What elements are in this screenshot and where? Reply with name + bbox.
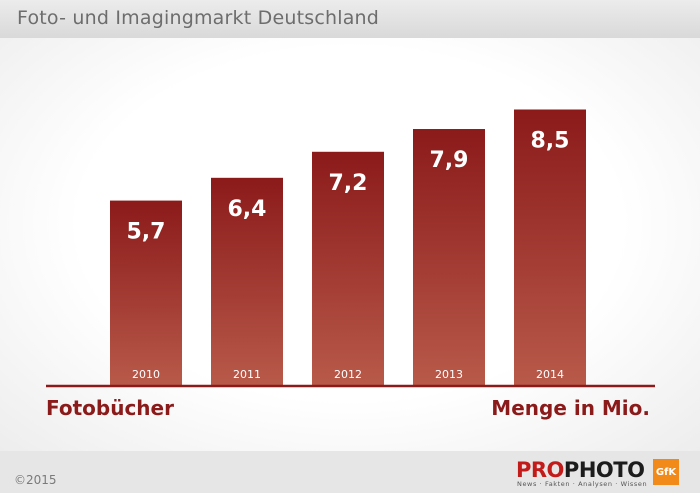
bar-2010 (110, 200, 182, 386)
bar-2013 (413, 129, 485, 387)
value-label-2010: 5,7 (127, 220, 166, 245)
category-label-2011: 2011 (233, 368, 261, 381)
bar-2014 (514, 109, 586, 386)
category-label-2014: 2014 (536, 368, 564, 381)
category-label-2013: 2013 (435, 368, 463, 381)
bar-2011 (211, 177, 283, 386)
logo-photo-text: PHOTO (563, 458, 645, 482)
value-label-2013: 7,9 (430, 148, 469, 173)
value-label-2014: 8,5 (531, 129, 570, 154)
copyright-text: ©2015 (14, 473, 57, 487)
logo-tagline: News · Fakten · Analysen · Wissen (517, 480, 648, 488)
footer-bar (0, 451, 700, 493)
category-label-2010: 2010 (132, 368, 160, 381)
unit-label: Menge in Mio. (491, 396, 650, 420)
value-label-2012: 7,2 (329, 171, 368, 196)
value-label-2011: 6,4 (228, 197, 267, 222)
category-label-2012: 2012 (334, 368, 362, 381)
gfk-logo: GfK (653, 459, 679, 485)
header-bar: Foto- und Imagingmarkt Deutschland (0, 0, 700, 38)
logo-pro-text: PRO (516, 458, 564, 482)
series-label: Fotobücher (46, 396, 174, 420)
bar-2012 (312, 151, 384, 386)
prophoto-logo: PROPHOTO (516, 458, 645, 482)
chart-title: Foto- und Imagingmarkt Deutschland (17, 7, 380, 29)
